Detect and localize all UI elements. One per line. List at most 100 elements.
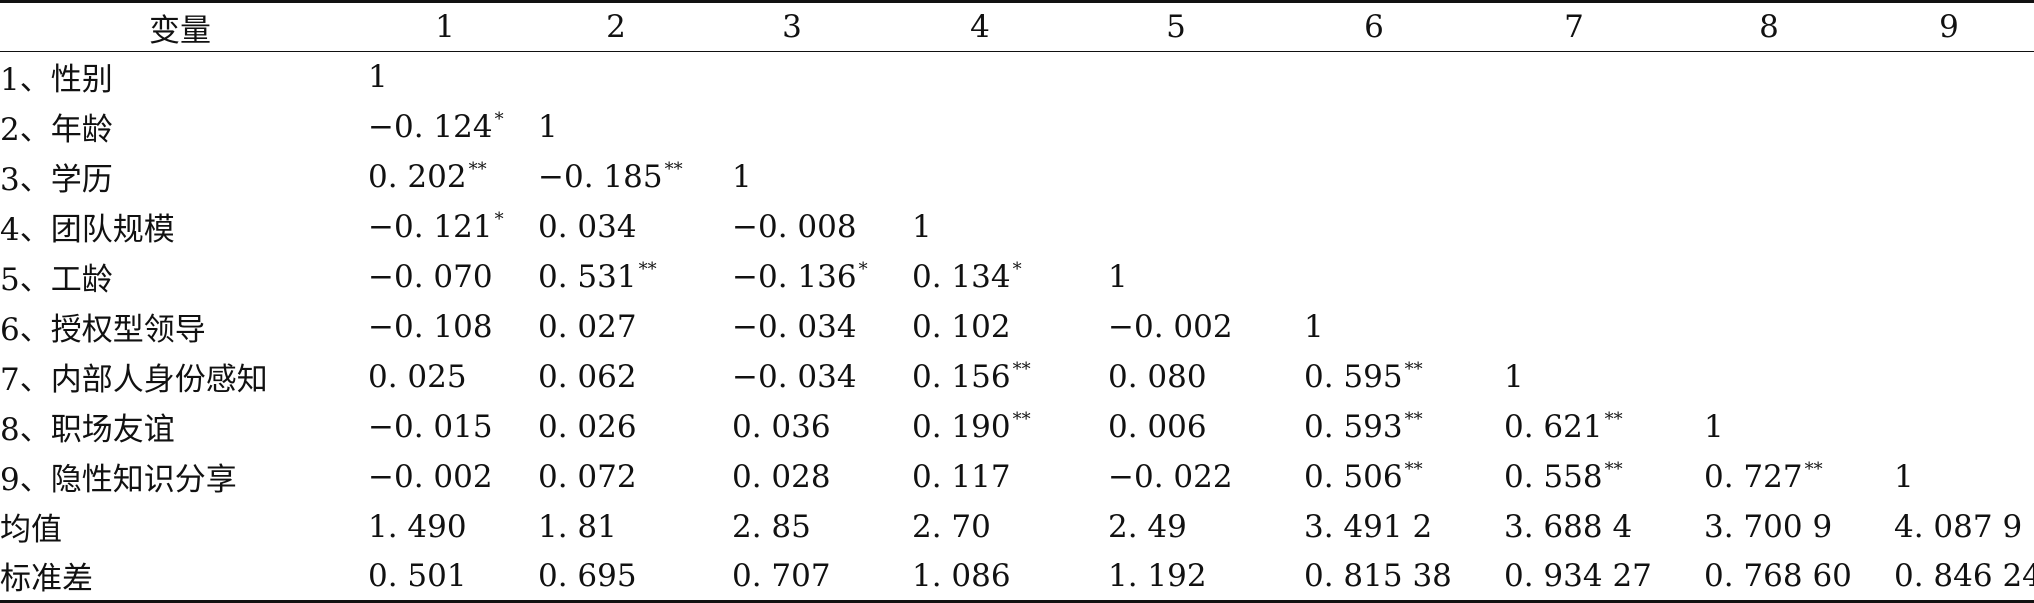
table-cell: 1 — [882, 202, 1078, 252]
table-cell: 0. 036 — [702, 402, 882, 452]
row-label: 8、职场友谊 — [0, 412, 175, 448]
table-cell: 1 — [1674, 402, 1864, 452]
significance-mark: ** — [1012, 358, 1031, 380]
cell-value: 0. 026 — [538, 408, 637, 445]
table-cell — [1474, 52, 1674, 102]
table-cell: 0. 595 ** — [1274, 352, 1474, 402]
cell-value: 0. 531 — [538, 258, 637, 295]
table-cell: 3. 491 2 — [1274, 502, 1474, 552]
row-label: 1、性别 — [0, 62, 113, 99]
cell-value: 0. 595 — [1304, 358, 1403, 395]
significance-mark: * — [494, 108, 504, 130]
cell-value: 0. 156 — [912, 358, 1011, 395]
table-cell: −0. 022 — [1078, 452, 1274, 502]
table-cell: −0. 002 — [1078, 302, 1274, 352]
table-cell — [1674, 152, 1864, 202]
table-cell: 1. 490 — [360, 502, 530, 552]
table-cell — [1274, 252, 1474, 302]
row-label: 6、授权型领导 — [0, 312, 206, 348]
row-label: 9、隐性知识分享 — [0, 462, 237, 498]
cell-value: 0. 025 — [368, 358, 467, 395]
cell-value: 1 — [1504, 358, 1524, 395]
significance-mark: ** — [1604, 408, 1623, 430]
cell-value: 1 — [1894, 458, 1914, 495]
table-cell: −0. 121 * — [360, 202, 530, 252]
row-label: 3、学历 — [0, 162, 113, 198]
row-label: 均值 — [0, 512, 62, 548]
table-row: 2、年龄 −0. 124 * 1 — [0, 102, 2034, 152]
table-cell: −0. 002 — [360, 452, 530, 502]
cell-value: 0. 501 — [368, 557, 467, 594]
cell-value: 1 — [368, 58, 388, 95]
table-cell: 0. 506 ** — [1274, 452, 1474, 502]
table-cell: 2. 70 — [882, 502, 1078, 552]
significance-mark: ** — [468, 158, 487, 180]
cell-value: 0. 134 — [912, 258, 1011, 295]
table-cell: 1. 81 — [530, 502, 702, 552]
table-cell — [882, 152, 1078, 202]
cell-value: 0. 027 — [538, 308, 637, 345]
significance-mark: ** — [1012, 408, 1031, 430]
table-cell — [1078, 152, 1274, 202]
cell-value: 2. 49 — [1108, 508, 1187, 545]
table-row: 6、授权型领导 −0. 108 0. 027 −0. 034 0. 102 −0. 002… — [0, 302, 2034, 352]
significance-mark: * — [1012, 258, 1022, 280]
significance-mark: ** — [1404, 458, 1423, 480]
table-cell: 0. 102 — [882, 302, 1078, 352]
table-cell — [1864, 52, 2034, 102]
table-row: 1、性别 1 — [0, 52, 2034, 102]
table-cell: 0. 593 ** — [1274, 402, 1474, 452]
table-row: 9、隐性知识分享 −0. 002 0. 072 0. 028 0. 117 −0. 022… — [0, 452, 2034, 502]
table-header-row: 变量 1 2 3 4 5 6 7 8 9 — [0, 0, 2034, 52]
table-cell — [1674, 252, 1864, 302]
cell-value: 0. 727 — [1704, 458, 1803, 495]
cell-value: −0. 034 — [732, 308, 857, 345]
table-cell — [1078, 202, 1274, 252]
cell-value: 0. 028 — [732, 458, 831, 495]
header-col-4: 4 — [882, 0, 1078, 52]
table-cell: 0. 768 60 — [1674, 551, 1864, 603]
table-cell: 0. 027 — [530, 302, 702, 352]
row-label: 4、团队规模 — [0, 212, 175, 248]
significance-mark: ** — [1404, 358, 1423, 380]
table-cell — [882, 52, 1078, 102]
table-cell: 0. 815 38 — [1274, 551, 1474, 603]
cell-value: 0. 034 — [538, 208, 637, 245]
table-cell — [1274, 102, 1474, 152]
table-cell — [1674, 202, 1864, 252]
table-cell: 1 — [1274, 302, 1474, 352]
cell-value: 2. 85 — [732, 508, 811, 545]
table-cell: 0. 026 — [530, 402, 702, 452]
table-cell: 3. 688 4 — [1474, 502, 1674, 552]
table-cell: 1 — [360, 52, 530, 102]
table-cell: −0. 034 — [702, 352, 882, 402]
table-row: 5、工龄 −0. 070 0. 531 ** −0. 136 * 0. 134 * 1 — [0, 252, 2034, 302]
cell-value: −0. 015 — [368, 408, 493, 445]
table-cell: 1 — [1474, 352, 1674, 402]
header-col-3: 3 — [702, 0, 882, 52]
cell-value: −0. 136 — [732, 258, 857, 295]
cell-value: 0. 202 — [368, 158, 467, 195]
cell-value: 0. 934 27 — [1504, 557, 1652, 594]
row-label: 7、内部人身份感知 — [0, 362, 268, 398]
table-cell: 0. 117 — [882, 452, 1078, 502]
table-cell — [1274, 52, 1474, 102]
table-cell: 0. 934 27 — [1474, 551, 1674, 603]
cell-value: 0. 593 — [1304, 408, 1403, 445]
cell-value: −0. 124 — [368, 108, 493, 145]
table-cell — [882, 102, 1078, 152]
cell-value: 0. 621 — [1504, 408, 1603, 445]
table-row: 8、职场友谊 −0. 015 0. 026 0. 036 0. 190 ** 0. 006 0… — [0, 402, 2034, 452]
cell-value: 1 — [1304, 308, 1324, 345]
header-col-7: 7 — [1474, 0, 1674, 52]
header-variable: 变量 — [0, 0, 360, 52]
table-cell: 0. 025 — [360, 352, 530, 402]
table-cell — [530, 52, 702, 102]
cell-value: 1 — [732, 158, 752, 195]
cell-value: 3. 491 2 — [1304, 508, 1433, 545]
table-cell: 4. 087 9 — [1864, 502, 2034, 552]
cell-value: −0. 002 — [1108, 308, 1233, 345]
table-cell — [1864, 302, 2034, 352]
cell-value: −0. 022 — [1108, 458, 1233, 495]
cell-value: 0. 815 38 — [1304, 557, 1452, 594]
